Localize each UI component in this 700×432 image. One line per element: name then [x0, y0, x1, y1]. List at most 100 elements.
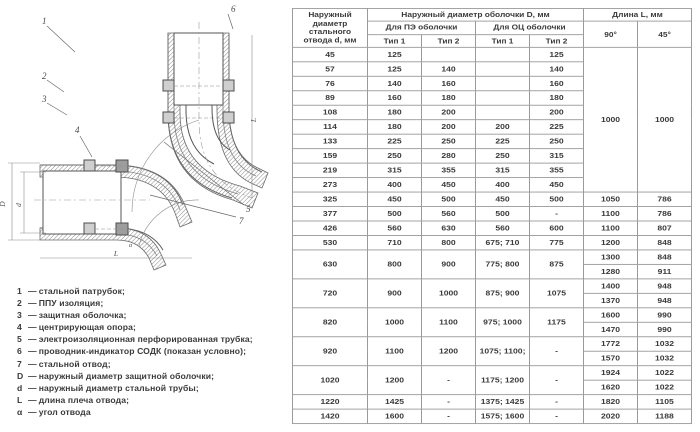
svg-text:α: α: [129, 243, 133, 249]
legend-item-key: 2: [17, 298, 22, 309]
cell-oc-type2: -: [529, 365, 584, 396]
cell-oc-type2: 250: [529, 133, 584, 150]
legend-item-d: d — наружный диаметр стальной трубы;: [17, 382, 292, 394]
legend-item-7: 7 — стальной отвод;: [17, 358, 292, 370]
legend-item-3: 3 — защитная оболочка;: [17, 309, 292, 321]
cell-oc-type1: [475, 75, 530, 92]
svg-text:L: L: [113, 249, 118, 258]
legend-dash: —: [28, 358, 37, 369]
table-row: 630 800 900 775; 800 875 1300 848: [292, 249, 692, 280]
cell-length-45: 848: [637, 234, 692, 251]
cell-length-45-alt: 911: [637, 263, 692, 280]
cell-pe-type1: 250: [367, 148, 422, 164]
cell-oc-type1: [475, 46, 530, 63]
cell-length-90-alt: 1620: [583, 379, 638, 396]
legend-item-label: проводник-индикатор СОДК (показан условн…: [38, 346, 247, 357]
cell-pe-type2: 500: [421, 191, 476, 207]
cell-pe-type2: 800: [421, 234, 476, 251]
cell-length-90-alt: 1570: [583, 350, 638, 367]
legend-item-4: 4 — центрирующая опора;: [17, 321, 292, 333]
cell-oc-type2: -: [529, 394, 584, 410]
cell-length-90: 1100: [583, 206, 638, 222]
cell-pe-type2: -: [421, 394, 476, 410]
cell-length-45: 848: [637, 249, 692, 265]
cell-oc-type1: 1075; 1100;: [475, 336, 530, 367]
cell-steel-diameter: 377: [292, 206, 368, 222]
legend-item-key: α: [17, 406, 23, 417]
cell-length-45: 807: [637, 220, 692, 236]
cell-oc-type1: [475, 61, 530, 77]
cell-steel-diameter: 114: [292, 119, 368, 135]
cell-oc-type1: 500: [475, 206, 530, 222]
cell-length-90-alt: 1280: [583, 263, 638, 280]
cell-length-90: 1100: [583, 220, 638, 236]
legend-item-key: D: [17, 370, 24, 381]
svg-text:d: d: [14, 203, 23, 207]
legend-item-key: 6: [17, 346, 22, 357]
cell-pe-type1: 140: [367, 75, 422, 92]
legend-dash: —: [28, 394, 37, 405]
table-row: 325 450 500 450 500 1050 786: [292, 191, 692, 207]
legend-dash: —: [28, 382, 37, 393]
cell-pe-type1: 1425: [367, 394, 422, 410]
cell-steel-diameter: 159: [292, 148, 368, 164]
cell-pe-type2: 1000: [421, 278, 476, 309]
legend-item-label: стальной патрубок;: [38, 286, 125, 296]
legend-dash: —: [28, 346, 37, 357]
cell-oc-type2: -: [529, 206, 584, 222]
cell-oc-type1: [475, 104, 530, 121]
header-pe-type1: Тип 1: [367, 33, 422, 48]
cell-length-90: 1000: [583, 46, 638, 193]
cell-length-45: 786: [637, 206, 692, 222]
legend-item-label: стальной отвод;: [38, 358, 111, 369]
dimension-text: D d L L α: [0, 118, 258, 258]
cell-pe-type2: 200: [421, 104, 476, 121]
header-oc-casing: Для ОЦ оболочки: [475, 21, 584, 35]
legend-list: 1— стальной патрубок; 2— ППУ изоляция; 3— защ…: [17, 285, 292, 418]
header-oc-type1: Тип 1: [475, 33, 530, 48]
legend-dash: —: [28, 334, 37, 345]
cell-oc-type1: 400: [475, 177, 530, 193]
legend-item-2: 2 — ППУ изоляция;: [17, 297, 292, 309]
legend-dash: —: [28, 310, 37, 321]
header-row-3: Тип 1 Тип 2 Тип 1 Тип 2: [293, 33, 692, 48]
dimension-lines: [8, 35, 253, 259]
cell-oc-type2: 200: [529, 104, 584, 121]
cell-pe-type2: [421, 46, 476, 63]
cell-steel-diameter: 133: [292, 133, 368, 150]
cell-oc-type1: 1375; 1425: [475, 394, 530, 410]
cell-steel-diameter: 57: [292, 61, 368, 77]
svg-text:3: 3: [41, 94, 47, 104]
cell-oc-type2: 875: [529, 249, 584, 280]
header-row-2: Для ПЭ оболочки Для ОЦ оболочки 90° 45°: [293, 21, 692, 48]
leader-lines: [46, 13, 245, 218]
cell-steel-diameter: 45: [292, 46, 368, 63]
cell-steel-diameter: 89: [292, 90, 368, 106]
header-angle-90: 90°: [583, 21, 638, 48]
legend-item-key: 5: [17, 334, 22, 345]
cell-pe-type1: 800: [367, 249, 422, 280]
cell-steel-diameter: 820: [292, 307, 368, 338]
cell-oc-type2: 140: [529, 61, 584, 77]
legend-item-key: 7: [17, 358, 22, 369]
cell-pe-type2: 250: [421, 133, 476, 150]
cell-pe-type2: 450: [421, 177, 476, 193]
cell-pe-type1: 450: [367, 191, 422, 207]
header-row-1: Наружный диаметр стального отвода d, мм …: [292, 7, 692, 48]
cell-length-90: 1820: [583, 394, 638, 410]
legend-item-label: наружный диаметр защитной оболочки;: [38, 370, 215, 381]
cell-pe-type2: 1200: [421, 336, 476, 367]
table-row: 426 560 630 560 600 1100 807: [292, 220, 692, 236]
cell-oc-type1: 875; 900: [475, 278, 530, 309]
cell-oc-type1: 975; 1000: [475, 307, 530, 338]
cell-oc-type2: 355: [529, 162, 584, 179]
cell-pe-type2: 900: [421, 249, 476, 280]
header-casing-diameter-group: Наружный диаметр оболочки D, мм: [367, 7, 584, 22]
svg-text:2: 2: [42, 71, 47, 81]
legend-dash: —: [28, 298, 37, 309]
table-row: 1420 1600-1575; 1600-2020 1188: [292, 408, 692, 424]
cell-steel-diameter: 76: [292, 75, 368, 92]
cell-pe-type1: 125: [367, 46, 422, 63]
header-angle-45: 45°: [637, 21, 692, 48]
